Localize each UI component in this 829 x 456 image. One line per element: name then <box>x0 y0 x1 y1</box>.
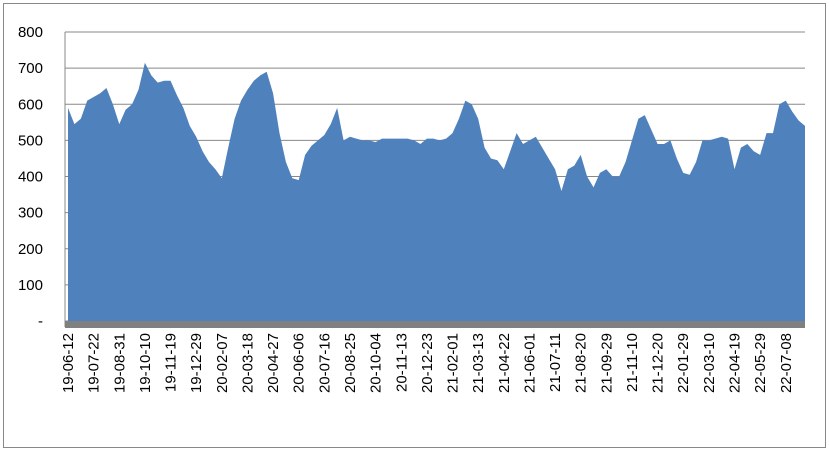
x-tick-label: 21-02-01 <box>445 333 462 393</box>
x-tick-label: 19-12-29 <box>188 333 205 393</box>
x-tick-label: 22-03-10 <box>701 333 718 393</box>
x-tick-label: 20-04-27 <box>265 333 282 393</box>
x-tick-label: 20-11-13 <box>393 333 410 392</box>
x-tick-label: 21-09-29 <box>598 333 615 393</box>
x-tick-label: 21-12-20 <box>650 333 667 393</box>
x-tick-label: 22-04-19 <box>727 333 744 393</box>
x-tick-label: 20-03-18 <box>239 333 256 393</box>
x-tick-label: 19-11-19 <box>163 333 180 392</box>
y-tick-label: 100 <box>18 277 43 294</box>
x-tick-label: 21-06-01 <box>521 333 538 393</box>
floor <box>65 321 805 328</box>
x-tick-label: 21-07-11 <box>547 333 564 392</box>
x-tick-label: 21-04-22 <box>496 333 513 393</box>
x-tick-label: 21-08-20 <box>573 333 590 393</box>
x-tick-label: 20-12-23 <box>419 333 436 393</box>
y-tick-label: 200 <box>18 241 43 258</box>
x-tick-label: 22-01-29 <box>675 333 692 393</box>
x-tick-label: 19-06-12 <box>60 333 77 393</box>
x-tick-label: 20-02-07 <box>214 333 231 393</box>
x-tick-label: 20-06-06 <box>291 333 308 393</box>
x-tick-label: 19-08-31 <box>111 333 128 393</box>
area <box>68 62 805 322</box>
x-tick-label: 22-05-29 <box>752 333 769 393</box>
x-tick-label: 19-07-22 <box>86 333 103 393</box>
x-tick-label: 21-11-10 <box>624 333 641 392</box>
y-tick-label: 700 <box>18 60 43 77</box>
x-tick-label: 22-07-08 <box>778 333 795 393</box>
y-tick-label: 300 <box>18 205 43 222</box>
y-tick-label: - <box>38 313 43 330</box>
x-tick-label: 21-03-13 <box>470 333 487 393</box>
y-tick-label: 500 <box>18 132 43 149</box>
x-tick-label: 20-10-04 <box>368 333 385 393</box>
x-tick-label: 19-10-10 <box>137 333 154 393</box>
x-tick-label: 20-07-16 <box>316 333 333 393</box>
y-tick-label: 600 <box>18 96 43 113</box>
y-tick-label: 800 <box>18 24 43 41</box>
y-tick-label: 400 <box>18 169 43 186</box>
x-tick-label: 20-08-25 <box>342 333 359 393</box>
